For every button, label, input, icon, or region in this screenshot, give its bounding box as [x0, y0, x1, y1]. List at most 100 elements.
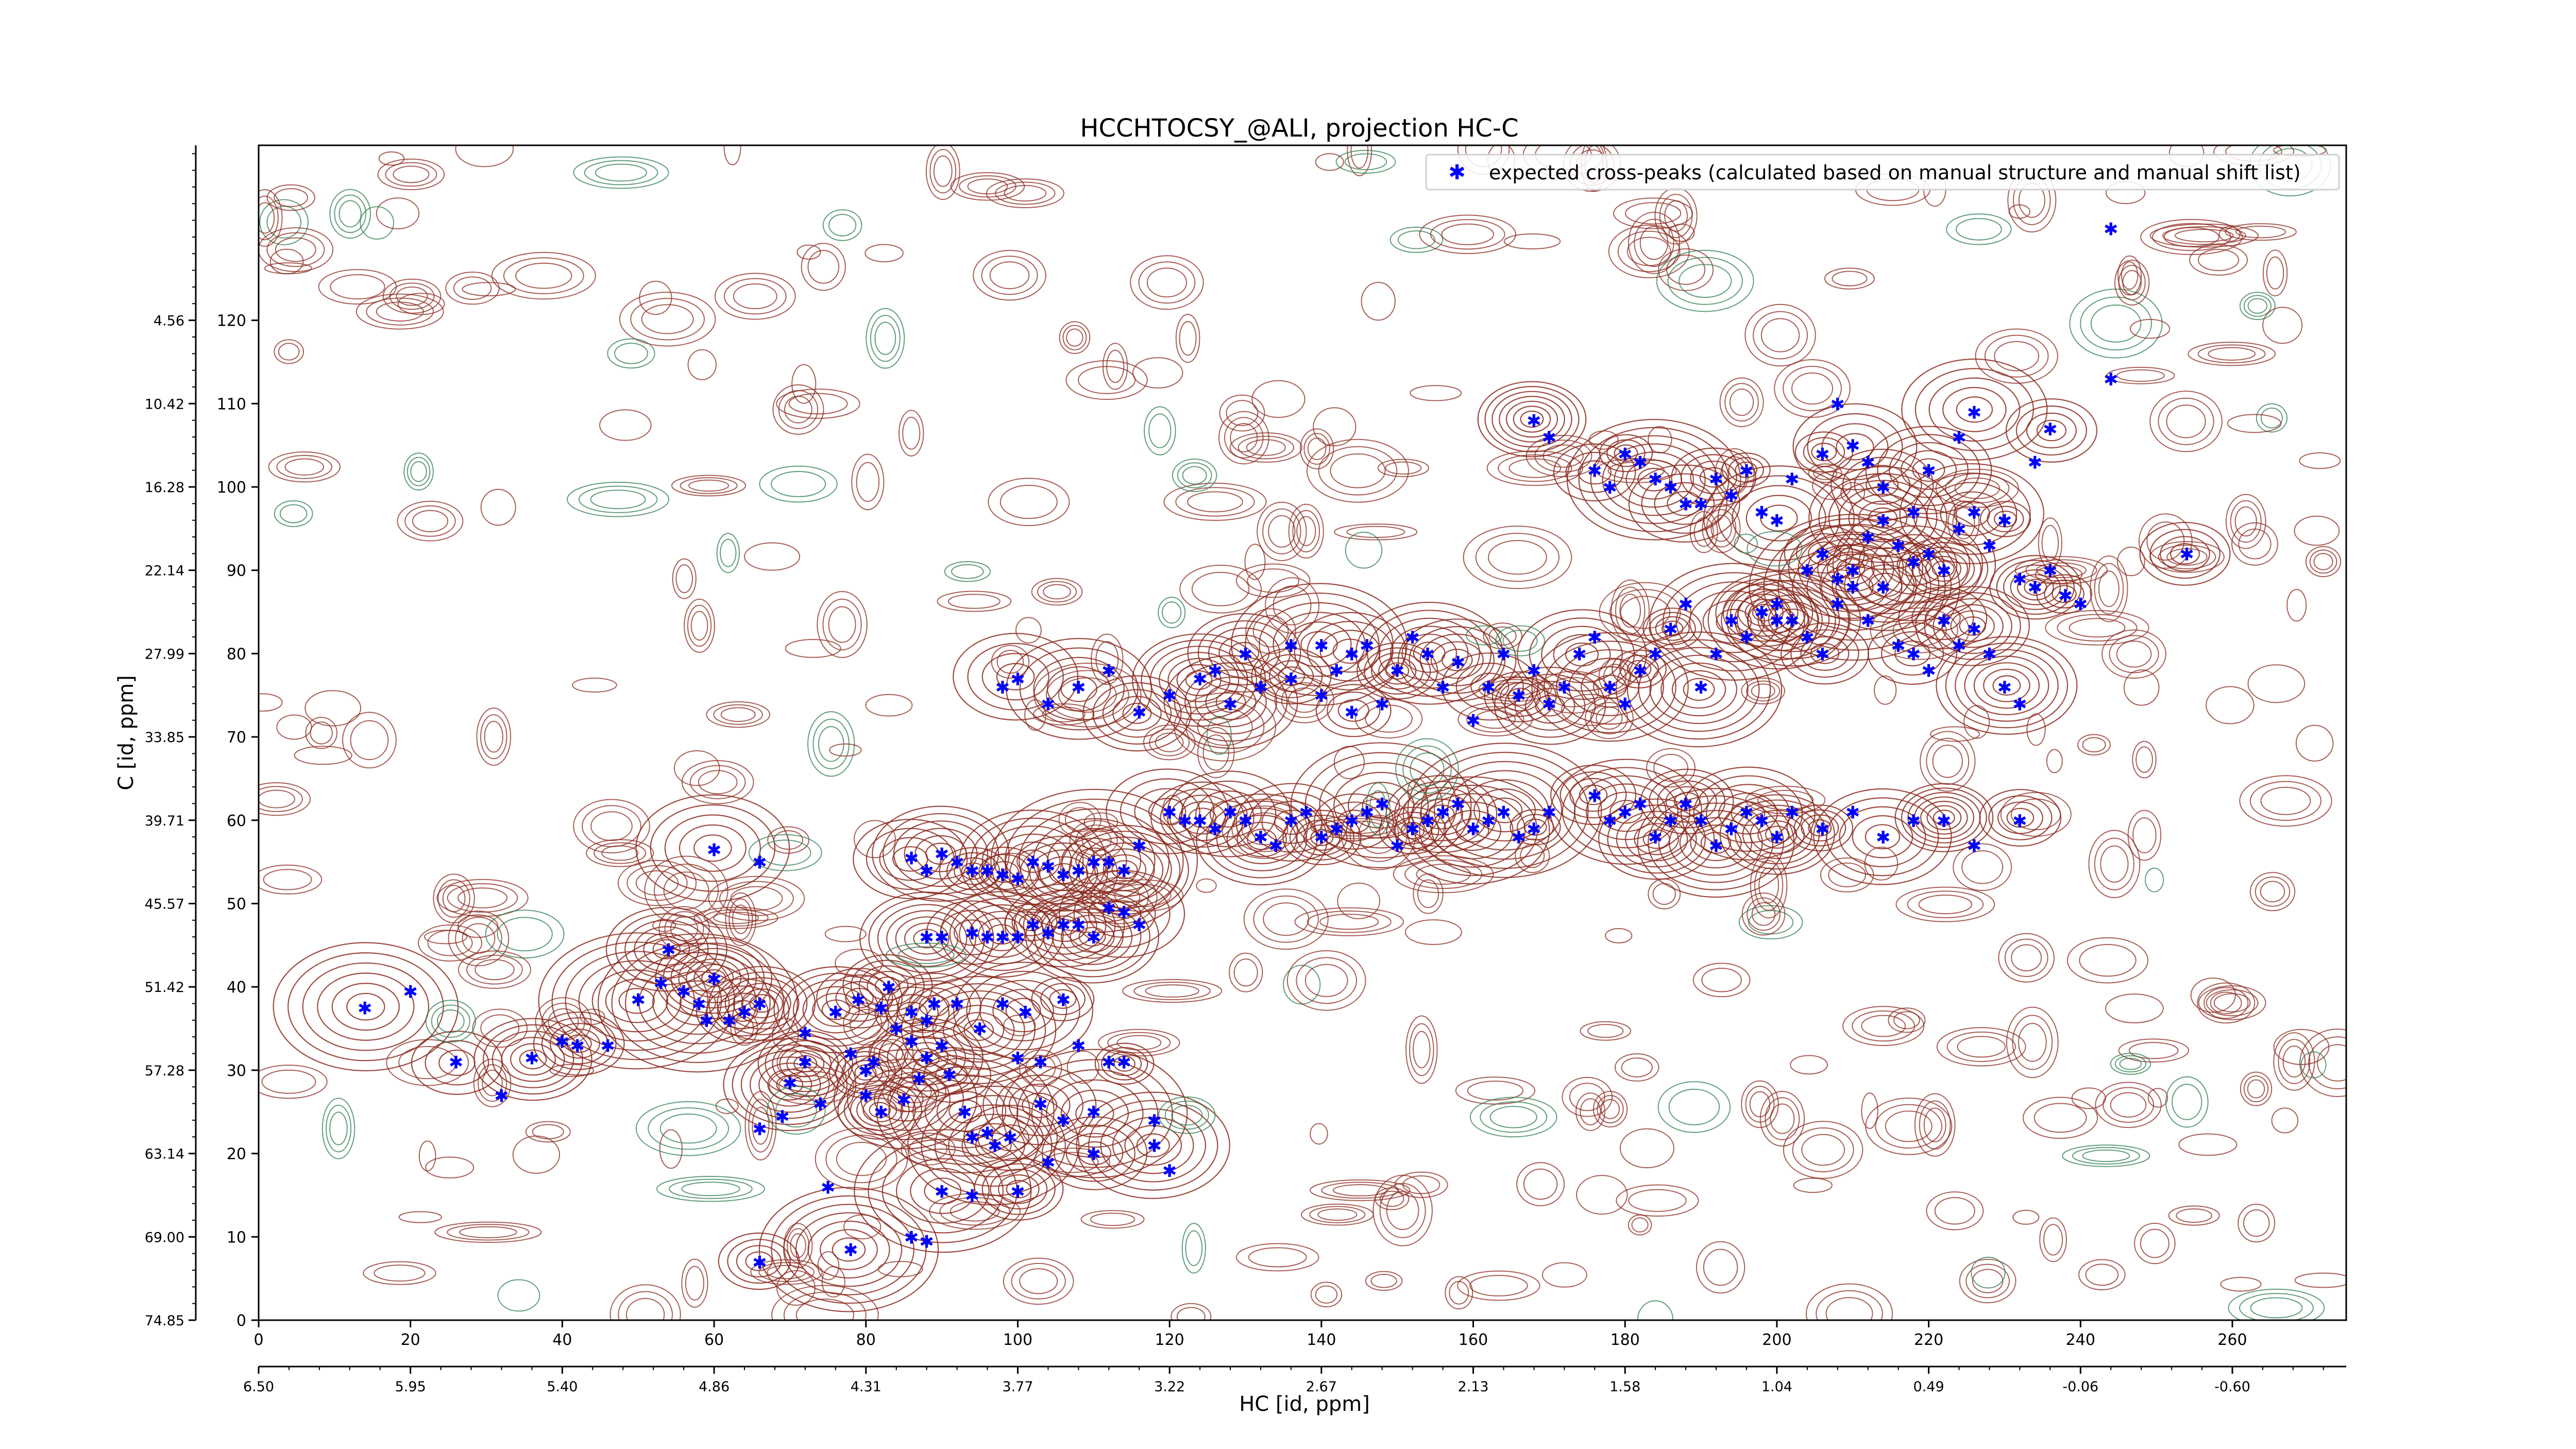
- x-tick-label: 80: [856, 1331, 876, 1349]
- negative-contour: [1344, 153, 1387, 171]
- legend-label: expected cross-peaks (calculated based o…: [1489, 161, 2301, 184]
- noise-contour: [1936, 1027, 2026, 1067]
- noise-contour: [396, 286, 428, 306]
- noise-contour: [991, 645, 1030, 679]
- noise-contour: [1310, 1123, 1328, 1145]
- noise-contour: [448, 910, 510, 967]
- noise-contour: [1146, 267, 1188, 298]
- noise-contour: [1975, 328, 2058, 384]
- cross-peak-point: ✱: [965, 861, 980, 882]
- cross-peak-point: ✱: [1709, 836, 1724, 856]
- noise-contour: [1354, 699, 1423, 739]
- noise-contour: [2208, 347, 2256, 361]
- noise-contour: [1226, 400, 1259, 426]
- noise-contour: [1488, 626, 1517, 646]
- noise-contour: [1019, 1049, 1062, 1087]
- contour-ring: [1047, 828, 1142, 894]
- cross-peak-point: ✱: [874, 1103, 889, 1123]
- noise-contour: [1628, 211, 1681, 274]
- negative-contour: [716, 533, 740, 574]
- noise-contour: [1952, 507, 1975, 540]
- negative-contour: [360, 206, 395, 240]
- x-secondary-tick-label: 1.58: [1609, 1379, 1640, 1395]
- noise-contour: [2140, 1228, 2170, 1258]
- negative-contour: [406, 457, 431, 486]
- negative-contour: [1161, 601, 1182, 624]
- noise-contour: [1935, 468, 2019, 508]
- cross-peak-point: ✱: [1087, 1103, 1101, 1123]
- negative-contour: [1679, 264, 1732, 298]
- cross-peak-point: ✱: [449, 1053, 464, 1073]
- noise-contour: [1253, 895, 1319, 943]
- noise-contour: [2000, 791, 2072, 837]
- noise-contour: [1004, 185, 1047, 202]
- contour-ring: [2052, 585, 2077, 603]
- noise-contour: [829, 743, 862, 757]
- cross-peak-point: ✱: [1557, 678, 1572, 698]
- noise-contour: [1486, 679, 1544, 699]
- y-tick-label: 100: [217, 479, 246, 497]
- cross-peak-point: ✱: [676, 982, 691, 1002]
- contour-ring: [1553, 634, 1611, 675]
- cross-peak-point: ✱: [1633, 661, 1648, 682]
- cross-peak-point: ✱: [1845, 578, 1860, 598]
- cross-peak-point: ✱: [1860, 452, 1875, 473]
- negative-contour: [1657, 1081, 1731, 1133]
- noise-contour: [1445, 1276, 1473, 1310]
- cross-peak-point: ✱: [1845, 561, 1860, 582]
- contour-ring: [1880, 631, 1944, 676]
- negative-contour: [425, 1000, 476, 1043]
- contour-ring: [425, 1040, 489, 1086]
- noise-contour: [2168, 1205, 2220, 1226]
- cross-peak-point: ✱: [1785, 803, 1800, 823]
- cross-peak-point: ✱: [601, 1036, 616, 1056]
- negative-contour: [1395, 738, 1459, 801]
- cross-peak-point: ✱: [1132, 836, 1147, 856]
- noise-contour: [1523, 1168, 1558, 1200]
- noise-contour: [1994, 341, 2040, 372]
- x-tick-label: 260: [2217, 1331, 2247, 1349]
- noise-contour: [1599, 582, 1692, 643]
- y-tick-label: 110: [217, 395, 246, 413]
- noise-contour: [1613, 197, 1693, 229]
- x-secondary-tick-label: -0.06: [2062, 1379, 2098, 1395]
- y-tick-label: 60: [227, 812, 246, 830]
- noise-contour: [2129, 318, 2171, 339]
- noise-contour: [1069, 820, 1124, 861]
- noise-contour: [2011, 944, 2042, 972]
- noise-contour: [1751, 902, 1776, 926]
- noise-contour: [1746, 680, 1781, 702]
- noise-contour: [767, 826, 809, 854]
- noise-contour: [2057, 614, 2138, 642]
- negative-contour: [1667, 257, 1743, 305]
- noise-contour: [706, 701, 770, 728]
- noise-contour: [1619, 594, 1641, 628]
- noise-contour: [1155, 732, 1184, 752]
- contour-ring: [1973, 662, 2040, 709]
- x-tick-label: 220: [1914, 1331, 1943, 1349]
- contour-ring: [1106, 768, 1229, 854]
- noise-contour: [1304, 964, 1348, 997]
- noise-contour: [1405, 1015, 1438, 1084]
- noise-contour: [580, 1008, 605, 1025]
- noise-contour: [1961, 850, 2004, 884]
- noise-contour: [2158, 544, 2216, 569]
- noise-contour: [1133, 982, 1211, 1001]
- noise-contour: [1457, 1270, 1540, 1301]
- contour-ring: [1793, 809, 1846, 847]
- contour-ring: [1310, 829, 1334, 846]
- cross-peak-point: ✱: [1663, 619, 1678, 640]
- noise-contour: [1592, 1090, 1628, 1127]
- noise-contour: [259, 189, 283, 247]
- cross-peak-point: ✱: [935, 1182, 950, 1202]
- noise-contour: [681, 1258, 708, 1308]
- noise-contour: [1315, 153, 1344, 171]
- noise-contour: [1741, 892, 1786, 936]
- x-tick-label: 140: [1307, 1331, 1336, 1349]
- y-secondary-tick-label: 33.85: [145, 730, 184, 746]
- noise-contour: [685, 1266, 705, 1301]
- noise-contour: [398, 1046, 457, 1080]
- contour-ring: [1167, 658, 1231, 702]
- noise-contour: [2098, 570, 2120, 608]
- noise-contour: [1801, 1134, 1845, 1166]
